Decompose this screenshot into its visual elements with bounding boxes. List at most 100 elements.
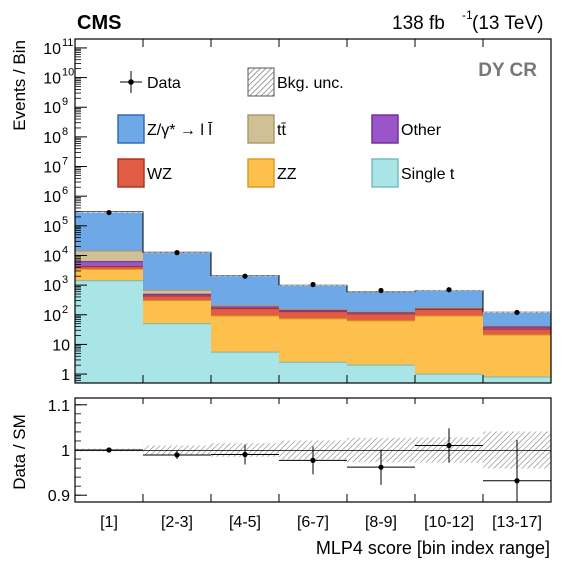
data-point-5 xyxy=(378,287,384,294)
y-tick-label-10000000: 10 xyxy=(43,160,61,177)
bar-single-t-3 xyxy=(211,352,279,383)
bar-zz-5 xyxy=(347,320,415,366)
bar-other-1 xyxy=(75,261,143,267)
y-tick-exponent-10000: 4 xyxy=(62,244,68,256)
y-tick-label-1000000000: 10 xyxy=(43,100,61,117)
legend: Data Bkg. unc. Z/γ* → l l̄ tt̄ Other WZ ZZ Sing… xyxy=(117,67,455,188)
legend-entry-z-l-l: Z/γ* → l l̄ xyxy=(117,114,213,144)
y-tick-label-100000000: 10 xyxy=(43,130,61,147)
lumi-exponent: -1 xyxy=(462,8,473,22)
bar-single-t-1 xyxy=(75,280,143,383)
ratio-point-1 xyxy=(106,447,112,453)
bar-other-6 xyxy=(415,308,483,310)
bar-other-2 xyxy=(143,294,211,296)
bar-other-5 xyxy=(347,312,415,314)
bar-single-t-2 xyxy=(143,323,211,383)
legend-swatch-hatch xyxy=(247,67,275,97)
bar-single-t-5 xyxy=(347,365,415,383)
data-point-1 xyxy=(106,209,112,216)
bar-z-l-l-7 xyxy=(483,312,551,327)
ratio-point-6 xyxy=(446,442,452,449)
legend-entry-tt: tt̄ xyxy=(247,114,286,144)
ratio-y-axis: 0.9 1 1.1 xyxy=(48,398,87,505)
legend-label-single-t: Single t xyxy=(401,166,455,183)
bar-z-l-l-5 xyxy=(347,291,415,312)
ratio-y-axis-label: Data / SM xyxy=(10,414,29,490)
ratio-points xyxy=(75,428,551,502)
legend-swatch-other xyxy=(371,114,399,144)
region-label: DY CR xyxy=(478,60,537,81)
data-point-6 xyxy=(446,287,452,293)
bar-zz-1 xyxy=(75,269,143,281)
y-tick-exponent-10000000000: 10 xyxy=(62,67,74,79)
experiment-label: CMS xyxy=(77,12,121,34)
y-tick-label-10000: 10 xyxy=(43,248,61,265)
x-tick-label-4: [6-7] xyxy=(297,514,329,531)
bar-tt-2 xyxy=(143,290,211,295)
legend-swatch-tt xyxy=(247,114,275,144)
ratio-x-axis: [1] [2-3] [4-5] [6-7] [8-9] [10-12] [13-17] xyxy=(100,398,542,531)
data-point-2 xyxy=(174,250,180,256)
y-tick-label-100: 10 xyxy=(43,308,61,325)
bar-z-l-l-1 xyxy=(75,211,143,251)
legend-marker-dot xyxy=(128,79,134,85)
ratio-point-7 xyxy=(514,478,520,484)
legend-label-data: Data xyxy=(147,75,181,92)
bar-other-4 xyxy=(279,310,347,312)
bar-wz-1 xyxy=(75,266,143,270)
x-tick-label-3: [4-5] xyxy=(229,514,261,531)
lumi-label: 138 fb -1 (13 TeV) xyxy=(392,8,543,34)
y-tick-exponent-100000000: 8 xyxy=(62,126,68,138)
legend-entry-zz: ZZ xyxy=(247,158,297,188)
y-tick-exponent-10000000: 7 xyxy=(62,156,68,168)
bar-z-l-l-3 xyxy=(211,275,279,306)
ratio-band-2 xyxy=(143,445,211,455)
bar-wz-6 xyxy=(415,309,483,316)
bar-zz-3 xyxy=(211,316,279,353)
ratio-point-2 xyxy=(174,452,180,458)
y-tick-label-10: 10 xyxy=(52,337,70,354)
legend-label-zz: ZZ xyxy=(277,166,297,183)
lumi-value: 138 fb xyxy=(392,13,445,34)
bar-single-t-4 xyxy=(279,362,347,383)
stacked-histogram xyxy=(75,211,551,383)
x-tick-label-7: [13-17] xyxy=(492,514,542,531)
legend-swatch-wz xyxy=(117,158,145,188)
x-tick-label-2: [2-3] xyxy=(161,514,193,531)
main-y-axis-label: Events / Bin xyxy=(10,40,29,131)
legend-entry-bkg-unc: Bkg. unc. xyxy=(247,67,344,97)
data-points xyxy=(106,209,520,316)
legend-entry-wz: WZ xyxy=(117,158,172,188)
legend-label-wz: WZ xyxy=(147,166,172,183)
x-tick-label-5: [8-9] xyxy=(365,514,397,531)
ratio-point-5 xyxy=(378,464,384,470)
legend-swatch-zz xyxy=(247,158,275,188)
legend-entry-data: Data xyxy=(120,71,181,93)
y-tick-label-1: 1 xyxy=(61,367,70,384)
bar-tt-3 xyxy=(211,305,279,307)
bar-z-l-l-6 xyxy=(415,290,483,308)
legend-label-z-l-l: Z/γ* → l l̄ xyxy=(147,121,213,139)
ratio-y-tick-label-0.9: 0.9 xyxy=(48,488,70,505)
ratio-y-tick-label-1: 1 xyxy=(61,443,70,460)
bar-zz-4 xyxy=(279,318,347,363)
ratio-point-3 xyxy=(242,451,248,458)
legend-swatch-single-t xyxy=(371,158,399,188)
y-tick-exponent-1000: 3 xyxy=(62,274,68,286)
bar-tt-1 xyxy=(75,250,143,262)
energy-label: (13 TeV) xyxy=(472,13,543,34)
legend-entry-other: Other xyxy=(371,114,442,144)
y-tick-exponent-1000000: 6 xyxy=(62,185,68,197)
y-tick-exponent-1000000000: 9 xyxy=(62,96,68,108)
y-tick-exponent-100000: 5 xyxy=(62,215,68,227)
ratio-panel: 0.911.1 [1] [2-3] [4-5] [6-7] [8-9] [10-12] [1… xyxy=(10,397,552,558)
bar-z-l-l-4 xyxy=(279,285,347,310)
data-point-4 xyxy=(310,281,316,288)
ratio-point-4 xyxy=(310,457,316,463)
bar-zz-6 xyxy=(415,315,483,375)
main-plot-frame xyxy=(74,38,552,384)
bar-zz-7 xyxy=(483,334,551,377)
legend-label-bkg-unc: Bkg. unc. xyxy=(277,75,344,92)
